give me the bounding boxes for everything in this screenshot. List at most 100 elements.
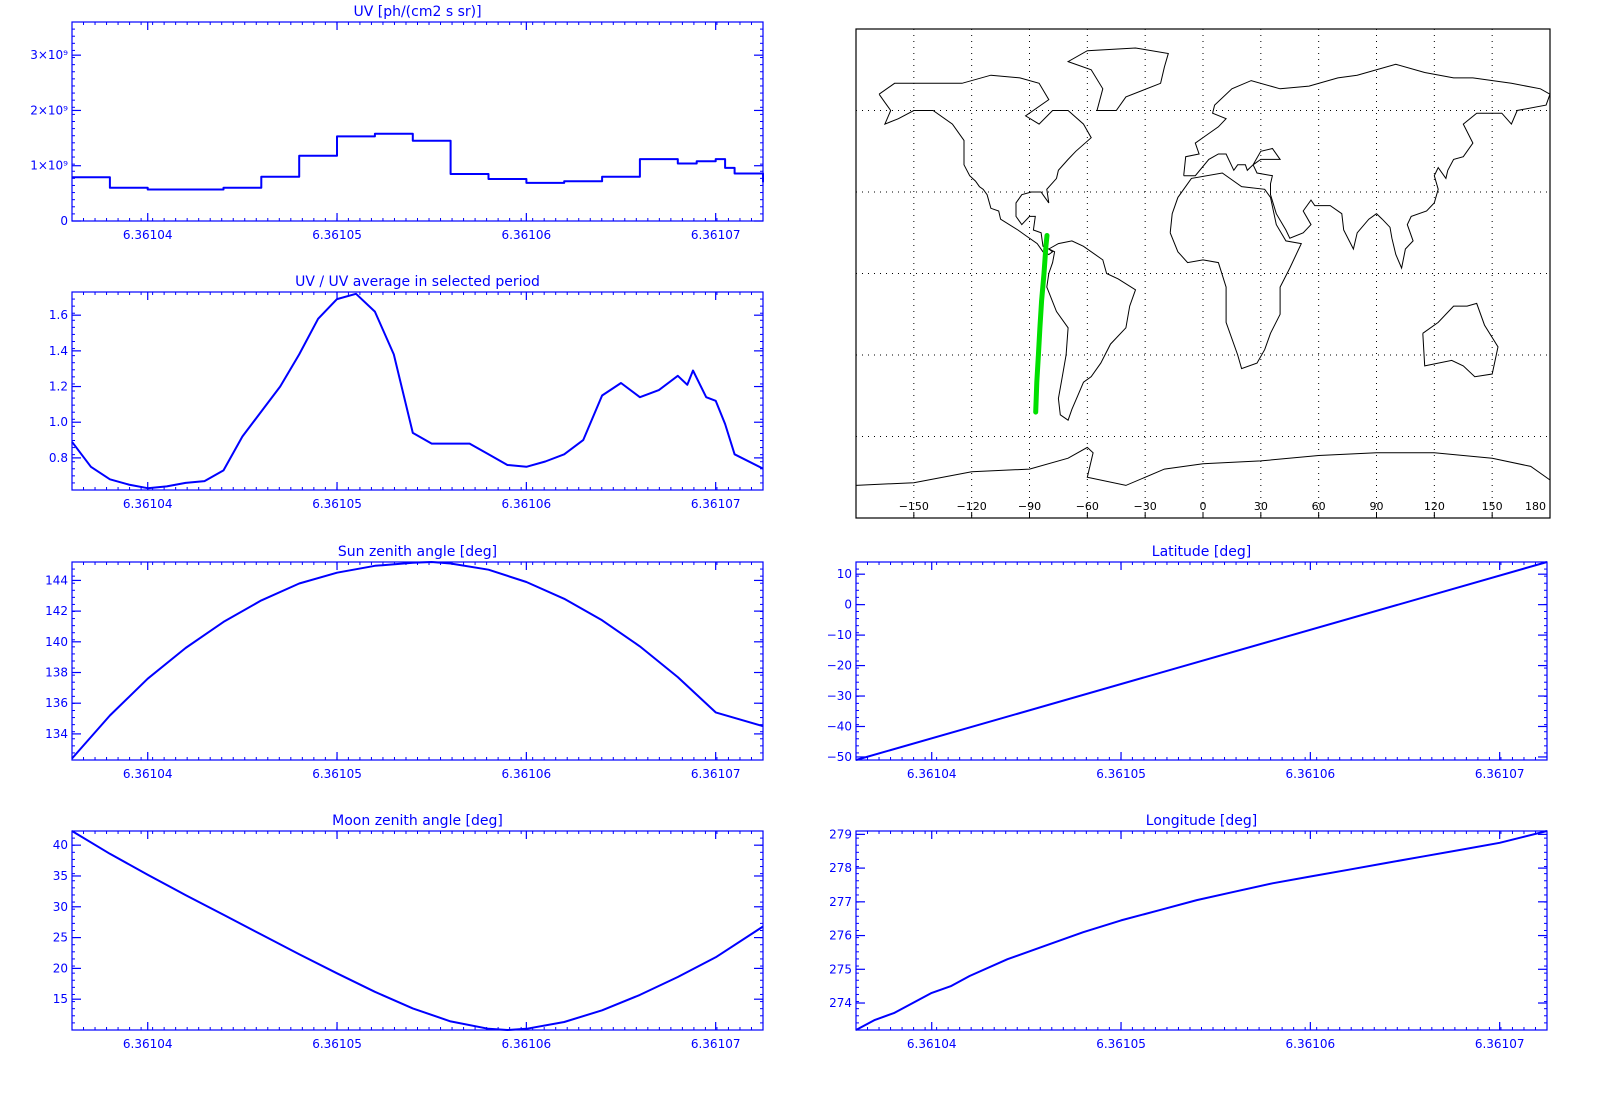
panel-latitude: Latitude [deg] 6.36104 6.36105 6.36106 6.361… <box>827 544 1548 781</box>
y-tick-label: −30 <box>827 689 852 703</box>
panel-longitude: Longitude [deg] 6.36104 6.36105 6.36106 6.36… <box>829 813 1548 1051</box>
x-tick-label: 6.36104 <box>123 1037 173 1051</box>
lon-tick-label: −90 <box>1018 500 1041 513</box>
chart-title: Moon zenith angle [deg] <box>332 813 503 829</box>
coastline-south-america <box>1046 240 1137 421</box>
lon-tick-label: −120 <box>957 500 987 513</box>
chart-title: UV [ph/(cm2 s sr)] <box>353 4 481 20</box>
y-tick-label: 3×10⁹ <box>30 48 68 62</box>
y-tick-label: 142 <box>45 604 68 618</box>
plot-frame <box>855 830 1548 1031</box>
lon-tick-label: 30 <box>1254 500 1268 513</box>
x-tick-label: 6.36104 <box>907 767 957 781</box>
y-tick-label: −20 <box>827 659 852 673</box>
coastline-australia <box>1422 302 1499 378</box>
y-tick-label: 140 <box>45 635 68 649</box>
x-tick-label: 6.36106 <box>502 228 552 242</box>
plot-frame <box>71 291 764 491</box>
x-tick-label: 6.36106 <box>1286 767 1336 781</box>
chart-root: UV [ph/(cm2 s sr)] 6.36104 6.36105 6.36106 6… <box>30 4 1551 1051</box>
y-tick-label: 1.6 <box>49 308 68 322</box>
chart-title: Latitude [deg] <box>1152 544 1251 560</box>
y-tick-label: −50 <box>827 750 852 764</box>
x-tick-label: 6.36106 <box>502 1037 552 1051</box>
y-tick-label: 30 <box>53 900 68 914</box>
y-tick-label: 1.4 <box>49 344 68 358</box>
lon-tick-label: 150 <box>1482 500 1503 513</box>
ground-track-line <box>1033 233 1050 415</box>
panel-uv: UV [ph/(cm2 s sr)] 6.36104 6.36105 6.36106 6… <box>30 4 764 242</box>
y-tick-label: 136 <box>45 696 68 710</box>
coastline-eurasia <box>1183 63 1551 270</box>
y-tick-label: 0.8 <box>49 451 68 465</box>
y-tick-label: 134 <box>45 727 68 741</box>
panel-moon_zenith: Moon zenith angle [deg] 6.36104 6.36105 6.3… <box>53 813 764 1051</box>
coastline-africa <box>1169 172 1303 370</box>
lon-tick-label: −60 <box>1076 500 1099 513</box>
y-tick-label: 15 <box>53 992 68 1006</box>
y-tick-label: 40 <box>53 838 68 852</box>
chart-title: Sun zenith angle [deg] <box>338 544 497 560</box>
coastline-antarctica <box>855 446 1551 486</box>
y-tick-label: −10 <box>827 628 852 642</box>
y-tick-label: 20 <box>53 961 68 975</box>
series-line <box>855 561 1548 761</box>
x-tick-label: 6.36105 <box>1096 767 1146 781</box>
y-tick-label: 279 <box>829 827 852 841</box>
x-tick-label: 6.36107 <box>1475 767 1525 781</box>
plot-frame <box>71 21 764 222</box>
x-tick-label: 6.36104 <box>123 497 173 511</box>
y-tick-label: 25 <box>53 931 68 945</box>
y-tick-label: 275 <box>829 962 852 976</box>
x-tick-label: 6.36104 <box>907 1037 957 1051</box>
x-tick-label: 6.36107 <box>691 767 741 781</box>
y-tick-label: 138 <box>45 666 68 680</box>
chart-title: UV / UV average in selected period <box>295 274 540 290</box>
x-tick-label: 6.36106 <box>1286 1037 1336 1051</box>
y-tick-label: 278 <box>829 861 852 875</box>
lon-tick-label: −150 <box>899 500 929 513</box>
x-tick-label: 6.36105 <box>312 767 362 781</box>
series-line <box>855 830 1548 1031</box>
lon-tick-label: 90 <box>1370 500 1384 513</box>
panel-uv_ratio: UV / UV average in selected period 6.3610… <box>49 274 764 511</box>
y-tick-label: 1.2 <box>49 380 68 394</box>
y-tick-label: 144 <box>45 573 68 587</box>
series-line <box>71 292 764 490</box>
x-tick-label: 6.36106 <box>502 767 552 781</box>
lon-tick-label: 120 <box>1424 500 1445 513</box>
lon-tick-label: 180 <box>1525 500 1546 513</box>
panel-ground_track: −150 −120 −90 −60 −30 0 30 60 90 120 150 180 <box>855 28 1551 519</box>
y-tick-label: 1×10⁹ <box>30 159 68 173</box>
y-tick-label: 10 <box>837 567 852 581</box>
x-tick-label: 6.36105 <box>312 228 362 242</box>
coastline-north-america <box>878 74 1092 256</box>
lon-tick-label: −30 <box>1134 500 1157 513</box>
y-tick-label: 277 <box>829 895 852 909</box>
x-tick-label: 6.36104 <box>123 767 173 781</box>
x-tick-label: 6.36107 <box>691 497 741 511</box>
map-frame <box>855 28 1551 519</box>
x-tick-label: 6.36105 <box>1096 1037 1146 1051</box>
series-line <box>71 561 764 760</box>
x-tick-label: 6.36105 <box>312 1037 362 1051</box>
y-tick-label: 2×10⁹ <box>30 103 68 117</box>
series-line <box>71 830 764 1031</box>
y-tick-label: 0 <box>844 598 852 612</box>
chart-title: Longitude [deg] <box>1146 813 1257 829</box>
x-tick-label: 6.36107 <box>691 228 741 242</box>
y-tick-label: 276 <box>829 929 852 943</box>
y-tick-label: 0 <box>60 214 68 228</box>
lon-tick-label: 60 <box>1312 500 1326 513</box>
series-line <box>72 132 764 191</box>
x-tick-label: 6.36107 <box>691 1037 741 1051</box>
x-tick-label: 6.36107 <box>1475 1037 1525 1051</box>
coastline-greenland <box>1066 47 1169 111</box>
y-tick-label: 35 <box>53 869 68 883</box>
x-tick-label: 6.36105 <box>312 497 362 511</box>
y-tick-label: 1.0 <box>49 415 68 429</box>
y-tick-label: −40 <box>827 719 852 733</box>
lon-tick-label: 0 <box>1200 500 1207 513</box>
plot-frame <box>71 830 764 1031</box>
